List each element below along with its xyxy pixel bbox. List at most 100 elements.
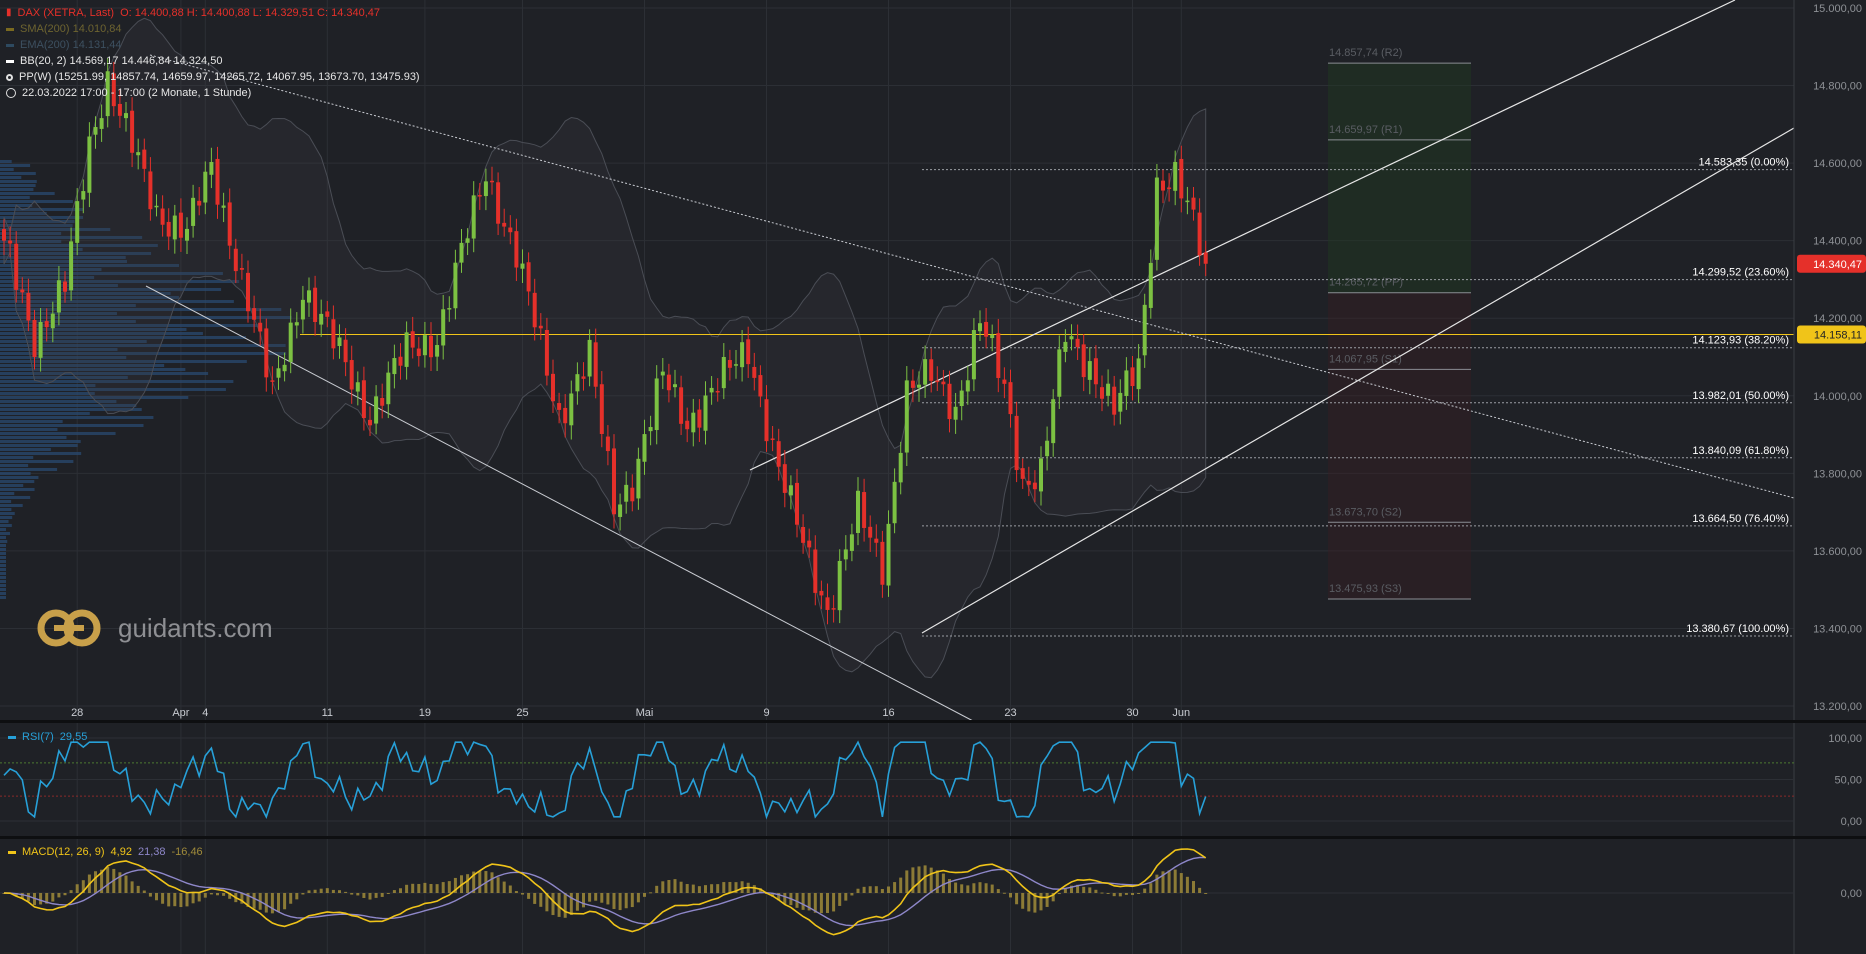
macd-hist-bar [1192,881,1195,893]
macd-hist-bar [874,886,878,893]
candle-body [50,313,55,329]
macd-hist-bar [679,881,683,893]
candle-body [142,149,147,169]
volume-profile-bar [0,580,6,583]
candle-body [1075,338,1080,348]
bollinger-band [3,17,1207,679]
volume-profile-bar [0,556,6,559]
candle-body [782,464,787,493]
candle-body [288,322,293,362]
range-legend[interactable]: 22.03.2022 17:00 - 17:00 (2 Monate, 1 St… [22,87,252,99]
macd-hist-bar [911,867,915,893]
macd-hist-bar [636,893,640,903]
candle-body [874,538,879,543]
marker-price-label: 14.158,11 [1814,329,1862,341]
candle-body [429,335,433,358]
candle-body [1026,480,1031,485]
candle-body [679,387,684,424]
candle-body [300,299,305,320]
volume-profile-bar [0,232,62,235]
candle-body [111,73,116,107]
candle-body [697,409,702,428]
macd-hist-bar [20,893,24,899]
candle-body [953,406,958,420]
candle-body [20,289,25,293]
candle-body [447,308,452,310]
volume-profile-bar [0,324,261,327]
macd-hist-bar [374,893,378,898]
macd-hist-bar [673,879,677,893]
volume-profile-bar [0,512,15,515]
macd-hist-bar [1198,887,1202,893]
volume-profile-bar [0,380,234,383]
macd-hist-bar [685,884,689,893]
volume-profile-bar [0,372,209,375]
candle-body [569,393,574,426]
volume-profile-bar [0,292,171,295]
pp-legend[interactable]: PP(W) (15251.99, 14857.74, 14659.97, 142… [19,71,420,83]
volume-profile-bar [0,304,136,307]
macd-hist-bar [819,893,823,914]
price-tick-label: 14.000,00 [1813,391,1862,403]
candle-body [648,427,653,432]
macd-legend: MACD(12, 26, 9) 4,92 21,38 -16,46 [8,846,203,858]
macd-hist-bar [173,893,177,907]
rsi-tick-label: 0,00 [1841,816,1862,828]
macd-hist-bar [935,870,939,893]
bb-legend[interactable]: BB(20, 2) 14.569,17 14.446,84 14.324,50 [20,55,223,67]
candle-body [160,208,165,225]
volume-profile-bar [0,532,10,535]
candle-body [185,228,189,241]
candle-body [1179,158,1184,199]
candle-body [392,358,397,375]
volume-profile-bar [0,516,13,519]
candle-body [947,383,952,420]
sma-legend[interactable]: SMA(200) 14.010,84 [20,23,122,35]
macd-hist-bar [1063,888,1067,893]
panel-divider [0,720,1866,723]
macd-hist-bar [69,890,73,893]
volume-profile-bar [0,240,62,243]
volume-profile-bar [0,164,31,167]
candle-body [1197,212,1202,256]
macd-hist-bar [521,893,524,895]
candle-body [331,319,336,349]
candle-body [618,504,623,517]
ema-legend[interactable]: EMA(200) 14.131,44 [20,39,122,51]
volume-profile-bar [0,200,73,203]
pivot-zone-lower [1328,292,1471,600]
volume-profile-bar [0,480,35,483]
candle-body [880,541,885,585]
macd-hist-bar [197,893,201,902]
candle-body [349,360,354,390]
candle-body [1020,468,1025,479]
macd-hist-bar [130,881,134,893]
candle-body [172,215,177,240]
macd-label[interactable]: MACD(12, 26, 9) [22,846,105,858]
candle-body [502,222,507,227]
instrument-title[interactable]: DAX (XETRA, Last) [17,7,115,19]
fib-label: 13.840,09 (61.80%) [1692,445,1789,457]
volume-profile-bar [0,188,34,191]
macd-hist-bar [185,893,189,907]
macd-hist-bar [527,893,531,899]
macd-hist-bar [270,893,274,914]
candle-body [904,380,909,453]
candle-body [849,534,854,551]
macd-hist-bar [63,893,67,896]
candle-body [1161,180,1165,191]
candle-body [1203,252,1208,264]
rsi-label[interactable]: RSI(7) [22,731,54,743]
macd-hist-bar [954,882,958,893]
macd-tick-label: 0,00 [1841,888,1862,900]
macd-hist-bar [514,891,518,893]
volume-profile-bar [0,384,96,387]
candle-body [459,242,464,263]
macd-hist-bar [643,893,646,897]
x-tick-label: 16 [882,707,894,719]
macd-hist-bar [795,893,799,908]
macd-hist-bar [435,884,439,893]
candle-body [557,403,562,410]
